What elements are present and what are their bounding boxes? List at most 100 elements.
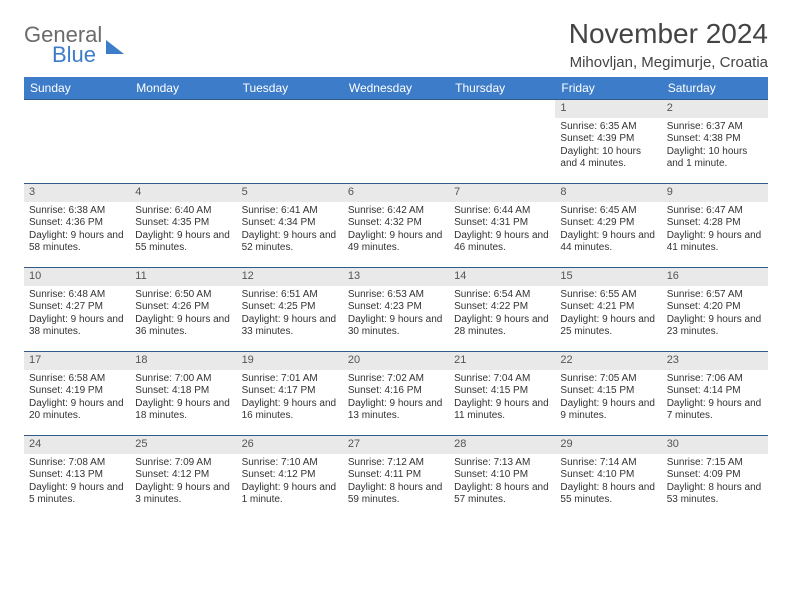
sunrise-text: Sunrise: 6:44 AM xyxy=(454,205,550,218)
day-body: Sunrise: 7:00 AMSunset: 4:18 PMDaylight:… xyxy=(130,370,236,427)
sunset-text: Sunset: 4:14 PM xyxy=(667,385,763,398)
day-body: Sunrise: 7:14 AMSunset: 4:10 PMDaylight:… xyxy=(555,454,661,511)
sunset-text: Sunset: 4:29 PM xyxy=(560,217,656,230)
sunrise-text: Sunrise: 7:10 AM xyxy=(242,457,338,470)
sunset-text: Sunset: 4:16 PM xyxy=(348,385,444,398)
calendar-cell: 24Sunrise: 7:08 AMSunset: 4:13 PMDayligh… xyxy=(24,436,130,520)
day-number: 15 xyxy=(555,268,661,286)
day-body: Sunrise: 6:47 AMSunset: 4:28 PMDaylight:… xyxy=(662,202,768,259)
daylight-text: Daylight: 9 hours and 28 minutes. xyxy=(454,314,550,339)
calendar-cell: 12Sunrise: 6:51 AMSunset: 4:25 PMDayligh… xyxy=(237,268,343,352)
day-body: Sunrise: 6:45 AMSunset: 4:29 PMDaylight:… xyxy=(555,202,661,259)
sunset-text: Sunset: 4:26 PM xyxy=(135,301,231,314)
daylight-text: Daylight: 9 hours and 25 minutes. xyxy=(560,314,656,339)
sunset-text: Sunset: 4:35 PM xyxy=(135,217,231,230)
calendar-cell: 21Sunrise: 7:04 AMSunset: 4:15 PMDayligh… xyxy=(449,352,555,436)
day-body: Sunrise: 6:42 AMSunset: 4:32 PMDaylight:… xyxy=(343,202,449,259)
daylight-text: Daylight: 9 hours and 52 minutes. xyxy=(242,230,338,255)
day-body: Sunrise: 7:12 AMSunset: 4:11 PMDaylight:… xyxy=(343,454,449,511)
calendar-cell: 15 Sunrise: 6:55 AMSunset: 4:21 PMDayligh… xyxy=(555,268,661,352)
sunset-text: Sunset: 4:19 PM xyxy=(29,385,125,398)
calendar-cell: 6Sunrise: 6:42 AMSunset: 4:32 PMDaylight… xyxy=(343,184,449,268)
calendar-cell xyxy=(24,100,130,184)
sunrise-text: Sunrise: 6:57 AM xyxy=(667,289,763,302)
sunrise-text: Sunrise: 6:53 AM xyxy=(348,289,444,302)
sunrise-text: Sunrise: 6:55 AM xyxy=(560,289,656,302)
day-number: 12 xyxy=(237,268,343,286)
logo-text-block: General Blue xyxy=(24,24,102,68)
sunrise-text: Sunrise: 7:04 AM xyxy=(454,373,550,386)
calendar-cell: 27Sunrise: 7:12 AMSunset: 4:11 PMDayligh… xyxy=(343,436,449,520)
day-body: Sunrise: 6:51 AMSunset: 4:25 PMDaylight:… xyxy=(237,286,343,343)
sunrise-text: Sunrise: 6:58 AM xyxy=(29,373,125,386)
calendar-cell: 23Sunrise: 7:06 AMSunset: 4:14 PMDayligh… xyxy=(662,352,768,436)
calendar-week-row: 3Sunrise: 6:38 AMSunset: 4:36 PMDaylight… xyxy=(24,184,768,268)
sunrise-text: Sunrise: 7:09 AM xyxy=(135,457,231,470)
sunrise-text: Sunrise: 7:15 AM xyxy=(667,457,763,470)
daylight-text: Daylight: 9 hours and 49 minutes. xyxy=(348,230,444,255)
day-body: Sunrise: 7:04 AMSunset: 4:15 PMDaylight:… xyxy=(449,370,555,427)
sunset-text: Sunset: 4:31 PM xyxy=(454,217,550,230)
day-body: Sunrise: 6:53 AMSunset: 4:23 PMDaylight:… xyxy=(343,286,449,343)
day-number: 25 xyxy=(130,436,236,454)
calendar-cell: 22Sunrise: 7:05 AMSunset: 4:15 PMDayligh… xyxy=(555,352,661,436)
sunset-text: Sunset: 4:21 PM xyxy=(560,301,656,314)
sunset-text: Sunset: 4:22 PM xyxy=(454,301,550,314)
calendar-cell: 3Sunrise: 6:38 AMSunset: 4:36 PMDaylight… xyxy=(24,184,130,268)
day-number: 26 xyxy=(237,436,343,454)
day-number: 29 xyxy=(555,436,661,454)
sunrise-text: Sunrise: 6:40 AM xyxy=(135,205,231,218)
daylight-text: Daylight: 9 hours and 9 minutes. xyxy=(560,398,656,423)
weekday-header: Sunday xyxy=(24,77,130,100)
calendar-cell: 17Sunrise: 6:58 AMSunset: 4:19 PMDayligh… xyxy=(24,352,130,436)
calendar-cell: 28Sunrise: 7:13 AMSunset: 4:10 PMDayligh… xyxy=(449,436,555,520)
day-body: Sunrise: 6:37 AMSunset: 4:38 PMDaylight:… xyxy=(662,118,768,175)
day-number: 17 xyxy=(24,352,130,370)
sunrise-text: Sunrise: 6:45 AM xyxy=(560,205,656,218)
daylight-text: Daylight: 9 hours and 5 minutes. xyxy=(29,482,125,507)
day-body: Sunrise: 7:06 AMSunset: 4:14 PMDaylight:… xyxy=(662,370,768,427)
daylight-text: Daylight: 9 hours and 20 minutes. xyxy=(29,398,125,423)
day-body: Sunrise: 6:58 AMSunset: 4:19 PMDaylight:… xyxy=(24,370,130,427)
day-number: 2 xyxy=(662,100,768,118)
day-number: 24 xyxy=(24,436,130,454)
sunset-text: Sunset: 4:12 PM xyxy=(242,469,338,482)
sunrise-text: Sunrise: 7:14 AM xyxy=(560,457,656,470)
calendar-cell xyxy=(130,100,236,184)
day-body: Sunrise: 6:41 AMSunset: 4:34 PMDaylight:… xyxy=(237,202,343,259)
daylight-text: Daylight: 9 hours and 18 minutes. xyxy=(135,398,231,423)
daylight-text: Daylight: 9 hours and 3 minutes. xyxy=(135,482,231,507)
day-body: Sunrise: 7:09 AMSunset: 4:12 PMDaylight:… xyxy=(130,454,236,511)
location-text: Mihovljan, Megimurje, Croatia xyxy=(569,54,768,71)
sunset-text: Sunset: 4:28 PM xyxy=(667,217,763,230)
daylight-text: Daylight: 9 hours and 58 minutes. xyxy=(29,230,125,255)
day-body: Sunrise: 7:13 AMSunset: 4:10 PMDaylight:… xyxy=(449,454,555,511)
day-number: 30 xyxy=(662,436,768,454)
day-number: 20 xyxy=(343,352,449,370)
day-body: Sunrise: 6:54 AMSunset: 4:22 PMDaylight:… xyxy=(449,286,555,343)
daylight-text: Daylight: 9 hours and 30 minutes. xyxy=(348,314,444,339)
daylight-text: Daylight: 9 hours and 11 minutes. xyxy=(454,398,550,423)
day-body: Sunrise: 6:35 AMSunset: 4:39 PMDaylight:… xyxy=(555,118,661,175)
calendar-cell: 2Sunrise: 6:37 AMSunset: 4:38 PMDaylight… xyxy=(662,100,768,184)
sunset-text: Sunset: 4:12 PM xyxy=(135,469,231,482)
header: General Blue November 2024 Mihovljan, Me… xyxy=(24,18,768,71)
day-number: 13 xyxy=(343,268,449,286)
weekday-header: Monday xyxy=(130,77,236,100)
calendar-cell: 9Sunrise: 6:47 AMSunset: 4:28 PMDaylight… xyxy=(662,184,768,268)
day-body: Sunrise: 6:44 AMSunset: 4:31 PMDaylight:… xyxy=(449,202,555,259)
sunset-text: Sunset: 4:18 PM xyxy=(135,385,231,398)
day-number: 11 xyxy=(130,268,236,286)
sunrise-text: Sunrise: 6:38 AM xyxy=(29,205,125,218)
calendar-header-row: SundayMondayTuesdayWednesdayThursdayFrid… xyxy=(24,77,768,100)
day-number: 8 xyxy=(555,184,661,202)
sunrise-text: Sunrise: 6:48 AM xyxy=(29,289,125,302)
sunset-text: Sunset: 4:36 PM xyxy=(29,217,125,230)
sunset-text: Sunset: 4:10 PM xyxy=(560,469,656,482)
calendar-cell: 10Sunrise: 6:48 AMSunset: 4:27 PMDayligh… xyxy=(24,268,130,352)
calendar-cell: 14Sunrise: 6:54 AMSunset: 4:22 PMDayligh… xyxy=(449,268,555,352)
sunrise-text: Sunrise: 7:01 AM xyxy=(242,373,338,386)
calendar-cell: 11Sunrise: 6:50 AMSunset: 4:26 PMDayligh… xyxy=(130,268,236,352)
day-number: 21 xyxy=(449,352,555,370)
weekday-header: Wednesday xyxy=(343,77,449,100)
